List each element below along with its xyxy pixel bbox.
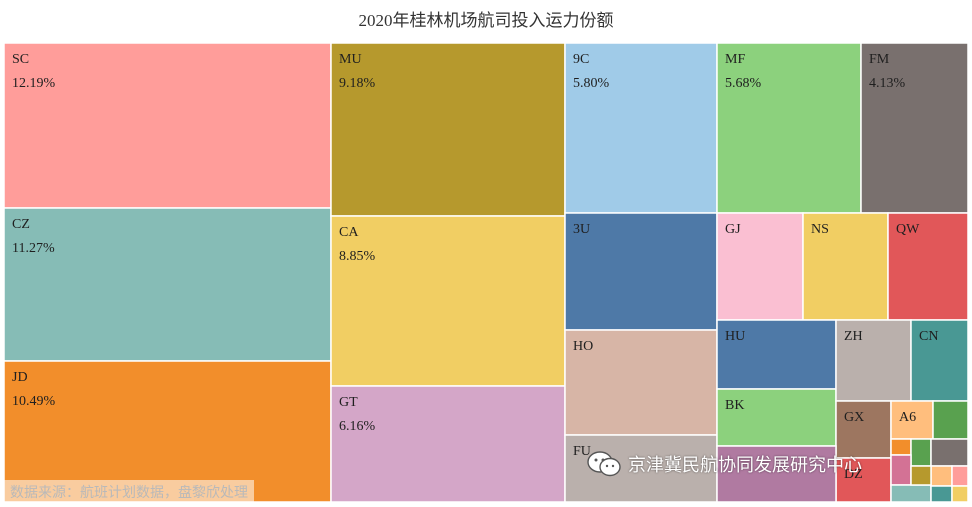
tile-value-mf: 5.68% — [725, 76, 762, 91]
tile-label-bk: BK — [725, 398, 744, 413]
tile-label-fm: FM — [869, 52, 890, 67]
tile-cz — [3, 207, 332, 362]
tile-label-gx: GX — [844, 410, 864, 425]
watermark: 京津冀民航协同发展研究中心 — [586, 450, 862, 478]
tile-label-mf: MF — [725, 52, 745, 67]
tile-label-3u: 3U — [573, 222, 590, 237]
tile-label-hu: HU — [725, 329, 745, 344]
tile-small-10 — [930, 485, 953, 503]
tile-label-ho: HO — [573, 339, 593, 354]
tile-small-8 — [930, 465, 953, 487]
tile-label-ns: NS — [811, 222, 829, 237]
tile-gj — [716, 212, 804, 321]
tile-small-12 — [910, 465, 932, 486]
tile-label-ca: CA — [339, 225, 359, 240]
tile-small-1 — [716, 445, 837, 503]
tile-mu — [330, 42, 566, 217]
tile-value-jd: 10.49% — [12, 394, 56, 409]
watermark-text: 京津冀民航协同发展研究中心 — [628, 455, 862, 476]
tile-cn — [910, 319, 969, 402]
tile-label-gj: GJ — [725, 222, 741, 237]
tile-label-jd: JD — [12, 370, 28, 385]
tile-small-4 — [910, 438, 932, 467]
tile-sc — [3, 42, 332, 209]
tile-label-9c: 9C — [573, 52, 589, 67]
tile-ns — [802, 212, 889, 321]
wechat-icon — [587, 451, 621, 477]
tile-value-cz: 11.27% — [12, 241, 55, 256]
chart-title: 2020年桂林机场航司投入运力份额 — [358, 11, 614, 30]
tile-bk — [716, 388, 837, 447]
tile-small-9 — [951, 465, 969, 487]
tile-value-9c: 5.80% — [573, 76, 610, 91]
tile-label-sc: SC — [12, 52, 29, 67]
tile-small-7 — [890, 484, 932, 503]
tile-mf — [716, 42, 862, 214]
tile-label-fu: FU — [573, 444, 591, 459]
tile-value-mu: 9.18% — [339, 76, 376, 91]
tile-fm — [860, 42, 969, 214]
tile-label-zh: ZH — [844, 329, 863, 344]
tile-label-cn: CN — [919, 329, 938, 344]
tile-small-2 — [932, 400, 969, 440]
tile-gt — [330, 385, 566, 503]
tile-small-3 — [890, 438, 912, 456]
tile-label-gt: GT — [339, 395, 358, 410]
tile-small-5 — [930, 438, 969, 467]
tile-value-sc: 12.19% — [12, 76, 56, 91]
tile-label-qw: QW — [896, 222, 920, 237]
tile-value-fm: 4.13% — [869, 76, 906, 91]
tile-value-ca: 8.85% — [339, 249, 376, 264]
source-note: 数据来源：航班计划数据，盘黎欣处理 — [4, 480, 254, 504]
tile-label-mu: MU — [339, 52, 362, 67]
tile-gx — [835, 400, 892, 459]
tile-value-gt: 6.16% — [339, 419, 376, 434]
tile-small-11 — [951, 485, 969, 503]
tile-small-6 — [890, 454, 912, 486]
tile-9c — [564, 42, 718, 214]
tile-label-dz: DZ — [844, 467, 863, 482]
tile-label-a6: A6 — [899, 410, 916, 425]
tile-label-cz: CZ — [12, 217, 30, 232]
tile-ca — [330, 215, 566, 387]
